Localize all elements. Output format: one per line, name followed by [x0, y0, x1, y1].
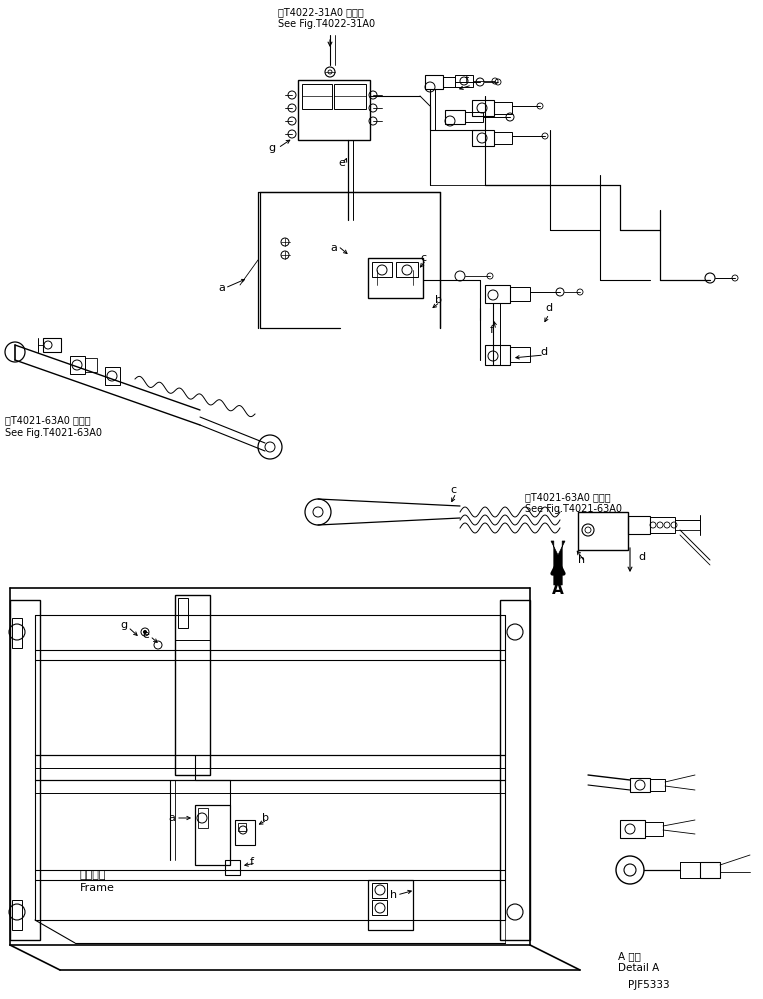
Text: A: A [552, 582, 564, 597]
Bar [485, 345, 510, 365]
Text: 第T4022-31A0 図参照: 第T4022-31A0 図参照 [278, 7, 364, 17]
Text: a: a [330, 243, 337, 253]
Circle shape [143, 630, 146, 633]
Bar [485, 285, 510, 303]
Text: e: e [338, 158, 345, 168]
Bar [494, 132, 512, 144]
Bar [105, 367, 120, 385]
Bar [494, 102, 512, 114]
Text: h: h [578, 555, 585, 565]
Text: f: f [490, 325, 494, 335]
Bar [425, 75, 443, 89]
Text: g: g [120, 620, 127, 630]
Bar [175, 595, 210, 775]
Bar [368, 880, 413, 930]
Bar [628, 516, 650, 534]
Bar [238, 823, 246, 831]
Bar [70, 356, 85, 374]
Text: h: h [390, 890, 397, 900]
Text: フレーム: フレーム [80, 870, 107, 880]
Bar [510, 287, 530, 301]
Bar [10, 600, 40, 940]
Text: f: f [250, 857, 254, 867]
Bar [43, 338, 61, 352]
Text: See Fig.T4021-63A0: See Fig.T4021-63A0 [5, 428, 102, 438]
Bar [298, 80, 370, 140]
Text: d: d [638, 552, 645, 562]
Text: d: d [540, 347, 547, 357]
Bar [578, 512, 628, 550]
Text: b: b [435, 295, 442, 305]
Bar [630, 778, 650, 792]
Bar [700, 862, 720, 878]
Bar [198, 808, 208, 828]
Bar [225, 860, 240, 875]
Bar [443, 77, 455, 87]
Bar [334, 84, 366, 109]
Bar [302, 84, 332, 109]
Text: Frame: Frame [80, 883, 115, 893]
Text: Detail A: Detail A [618, 963, 659, 973]
Bar [368, 258, 423, 298]
Bar [372, 262, 392, 277]
Text: a: a [218, 283, 225, 293]
Text: 第T4021-63A0 図参照: 第T4021-63A0 図参照 [525, 492, 610, 502]
Text: e: e [142, 630, 149, 640]
Bar [620, 820, 645, 838]
Text: PJF5333: PJF5333 [628, 980, 670, 990]
Bar [372, 883, 387, 898]
Text: d: d [545, 303, 552, 313]
Bar [195, 805, 230, 865]
Bar [500, 600, 530, 940]
Bar [178, 598, 188, 628]
Bar [645, 822, 663, 836]
Bar [12, 618, 22, 648]
Bar [465, 112, 483, 122]
Bar [12, 900, 22, 930]
Text: g: g [268, 143, 275, 153]
Bar [650, 779, 665, 791]
Bar [650, 517, 675, 533]
Bar [510, 347, 530, 362]
Text: c: c [450, 485, 456, 495]
Text: A 詳細: A 詳細 [618, 951, 641, 961]
Bar [445, 110, 465, 124]
Text: 第T4021-63A0 図参照: 第T4021-63A0 図参照 [5, 415, 91, 425]
Bar [85, 358, 97, 372]
Bar [455, 75, 473, 87]
Polygon shape [551, 541, 565, 585]
Text: See Fig.T4021-63A0: See Fig.T4021-63A0 [525, 504, 622, 514]
Text: f: f [465, 75, 469, 85]
Bar [235, 820, 255, 845]
Text: See Fig.T4022-31A0: See Fig.T4022-31A0 [278, 19, 375, 29]
Bar [372, 900, 387, 915]
Text: a: a [168, 813, 175, 823]
Bar [472, 100, 494, 116]
Bar [396, 262, 418, 277]
Text: c: c [420, 253, 426, 263]
Bar [472, 130, 494, 146]
Text: b: b [262, 813, 269, 823]
